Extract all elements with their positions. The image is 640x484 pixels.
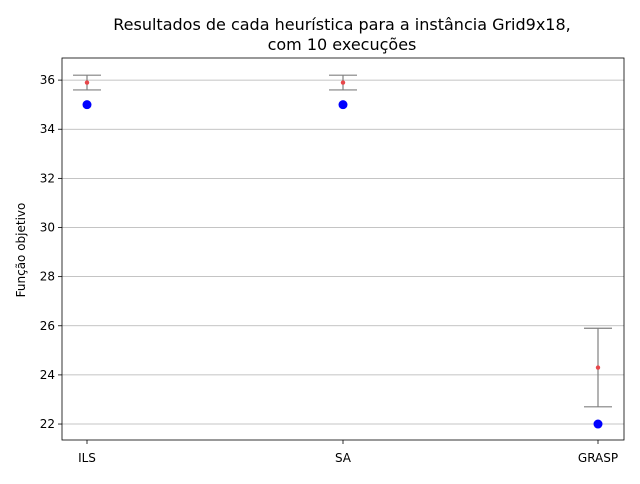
y-tick-label: 34 — [40, 122, 55, 136]
chart-title-line-2: com 10 execuções — [268, 35, 417, 54]
y-tick-label: 24 — [40, 368, 55, 382]
marks-layer — [73, 74, 612, 429]
chart-title-line-1: Resultados de cada heurística para a ins… — [113, 15, 571, 34]
result-point — [338, 100, 348, 110]
y-tick-label: 28 — [40, 270, 55, 284]
x-tick-label: ILS — [78, 451, 96, 465]
axes-layer — [61, 57, 625, 441]
x-tick-label: GRASP — [578, 451, 618, 465]
y-tick-label: 22 — [40, 417, 55, 431]
y-tick-label: 30 — [40, 221, 55, 235]
grid-layer — [62, 79, 624, 425]
y-axis-label: Função objetivo — [14, 203, 28, 298]
y-tick-label: 36 — [40, 73, 55, 87]
result-point — [82, 100, 92, 110]
y-tick-label: 26 — [40, 319, 55, 333]
ticks-layer: 22 24 26 28 30 32 34 36 ILS SA GRASP — [40, 73, 618, 465]
mean-point — [84, 80, 90, 85]
mean-point — [595, 365, 601, 370]
x-tick-label: SA — [335, 451, 352, 465]
mean-point — [340, 80, 346, 85]
y-tick-label: 32 — [40, 171, 55, 185]
result-point — [593, 419, 603, 429]
plot-frame — [61, 57, 625, 441]
